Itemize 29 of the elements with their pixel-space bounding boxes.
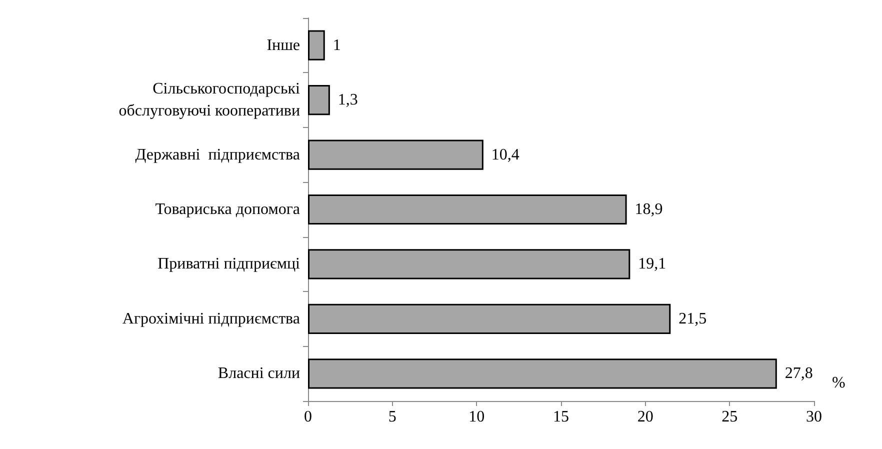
x-tick-label: 0	[304, 408, 312, 426]
y-tick-label: Державні підприємства	[135, 146, 300, 164]
x-tick-label: 5	[388, 408, 396, 426]
bar	[308, 194, 627, 225]
data-label: 10,4	[491, 146, 520, 164]
y-tick-label: Товариська допомога	[155, 201, 300, 218]
x-tick-label: 25	[722, 408, 738, 426]
bar	[308, 140, 484, 170]
data-label: 1	[332, 36, 341, 54]
bar	[308, 85, 330, 116]
data-label: 1,3	[338, 92, 358, 109]
bar	[308, 249, 630, 280]
data-label: 18,9	[634, 201, 663, 218]
y-tick-label: Сільськогосподарські обслуговуючі кооперативи	[118, 80, 301, 120]
x-tick-label: 10	[468, 408, 485, 426]
x-axis-title: %	[832, 374, 846, 392]
y-tick-label: Агрохімічні підприємства	[122, 310, 300, 328]
y-tick-label: Приватні підприємці	[158, 256, 301, 273]
y-tick-label: Власні сили	[218, 365, 300, 382]
data-label: 27,8	[784, 365, 813, 382]
x-tick-label: 30	[806, 408, 822, 426]
bar	[308, 30, 325, 60]
bar	[308, 358, 777, 389]
y-tick-label: Інше	[266, 36, 300, 54]
data-label: 19,1	[638, 256, 666, 273]
data-label: 21,5	[678, 310, 707, 328]
bar	[308, 304, 671, 334]
x-tick-label: 15	[553, 408, 569, 426]
x-tick-label: 20	[637, 408, 654, 426]
